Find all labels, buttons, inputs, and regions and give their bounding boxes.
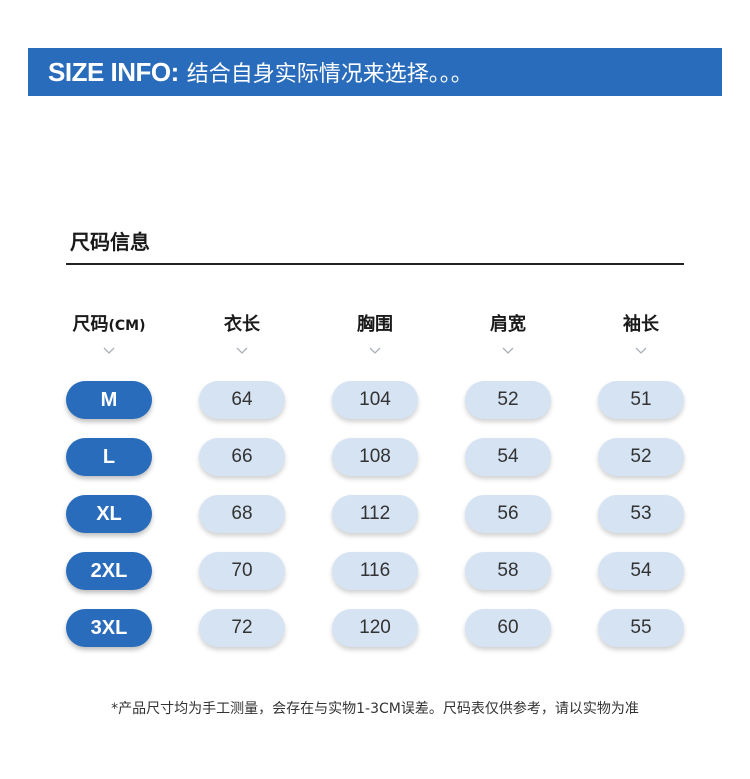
value-pill-chest: 120 [332, 609, 418, 647]
value-pill-length: 64 [199, 381, 285, 419]
size-label-pill: 3XL [66, 609, 152, 647]
column-header-shoulder: 肩宽 [453, 310, 563, 336]
size-label-pill: 2XL [66, 552, 152, 590]
size-info-banner: SIZE INFO: 结合自身实际情况来选择。。。 [28, 48, 722, 96]
value-pill-sleeve: 51 [598, 381, 684, 419]
size-label-pill: XL [66, 495, 152, 533]
size-label-pill: L [66, 438, 152, 476]
chevron-down-icon [453, 344, 563, 359]
size-label-pill: M [66, 381, 152, 419]
value-pill-chest: 112 [332, 495, 418, 533]
chevron-down-icon [320, 344, 430, 359]
column-header-length: 衣长 [187, 310, 297, 336]
chevron-down-icon [187, 344, 297, 359]
chevron-down-icon [586, 344, 696, 359]
column-header-label: 肩宽 [490, 314, 526, 335]
value-pill-chest: 116 [332, 552, 418, 590]
column-header-label: 袖长 [623, 314, 659, 335]
footnote: *产品尺寸均为手工测量，会存在与实物1-3CM误差。尺码表仅供参考，请以实物为准 [111, 701, 639, 717]
column-header-chest: 胸围 [320, 310, 430, 336]
value-pill-shoulder: 54 [465, 438, 551, 476]
column-header-label: 衣长 [224, 314, 260, 335]
banner-text: 结合自身实际情况来选择。。。 [186, 62, 473, 87]
value-pill-sleeve: 55 [598, 609, 684, 647]
value-pill-chest: 108 [332, 438, 418, 476]
banner-label: SIZE INFO: [48, 56, 179, 87]
value-pill-sleeve: 53 [598, 495, 684, 533]
value-pill-length: 66 [199, 438, 285, 476]
column-header-sleeve: 袖长 [586, 310, 696, 336]
section-title: 尺码信息 [70, 230, 150, 254]
value-pill-chest: 104 [332, 381, 418, 419]
column-header-unit: (CM) [108, 318, 146, 334]
value-pill-length: 70 [199, 552, 285, 590]
value-pill-shoulder: 56 [465, 495, 551, 533]
value-pill-length: 72 [199, 609, 285, 647]
column-header-label: 胸围 [357, 314, 393, 335]
chevron-down-icon [54, 344, 164, 359]
value-pill-shoulder: 60 [465, 609, 551, 647]
value-pill-sleeve: 54 [598, 552, 684, 590]
column-header-size: 尺码(CM) [54, 310, 164, 336]
value-pill-shoulder: 58 [465, 552, 551, 590]
column-header-label: 尺码 [72, 314, 109, 335]
section-divider [66, 263, 684, 265]
value-pill-length: 68 [199, 495, 285, 533]
value-pill-sleeve: 52 [598, 438, 684, 476]
value-pill-shoulder: 52 [465, 381, 551, 419]
